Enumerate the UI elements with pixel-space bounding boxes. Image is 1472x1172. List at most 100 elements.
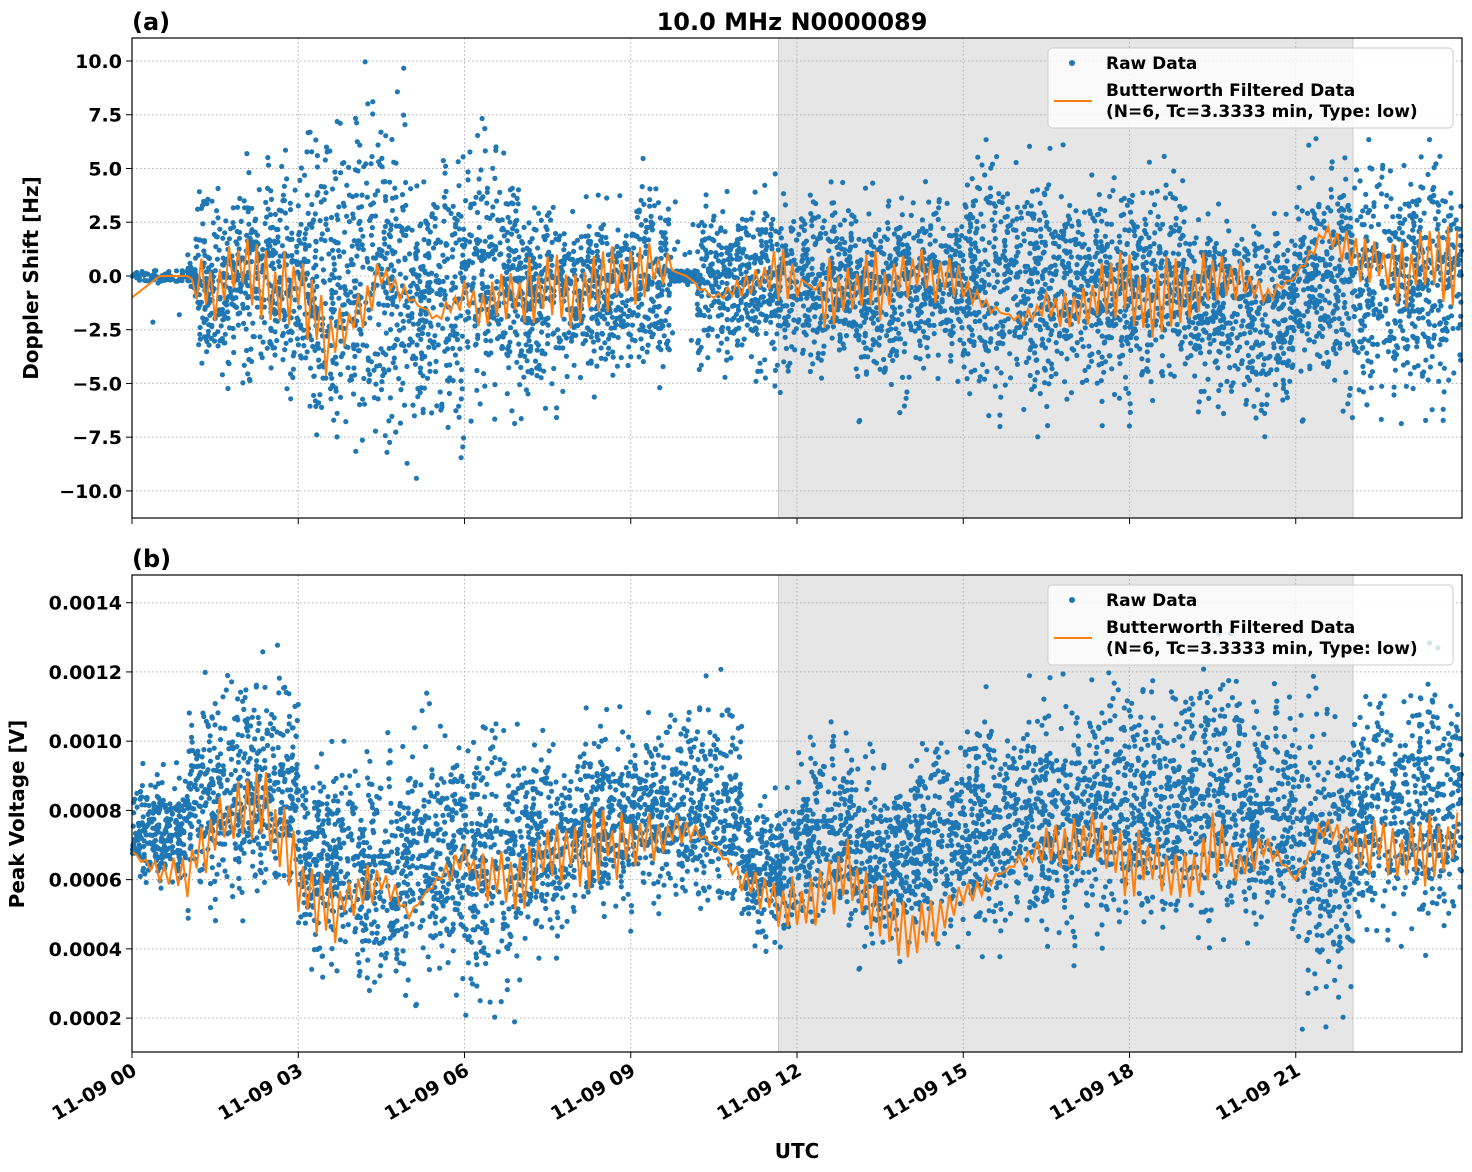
raw-data-point bbox=[895, 234, 901, 240]
raw-data-point bbox=[256, 187, 262, 193]
raw-data-point bbox=[1129, 219, 1135, 225]
raw-data-point bbox=[195, 305, 201, 311]
raw-data-point bbox=[618, 318, 624, 324]
raw-data-point bbox=[1206, 395, 1212, 401]
raw-data-point bbox=[901, 403, 908, 409]
raw-data-point bbox=[351, 365, 357, 371]
raw-data-point bbox=[889, 314, 895, 320]
raw-data-point bbox=[854, 327, 860, 333]
raw-data-point bbox=[778, 235, 785, 241]
raw-data-point bbox=[220, 235, 226, 241]
raw-data-point bbox=[657, 215, 664, 221]
raw-data-point bbox=[1061, 275, 1067, 281]
raw-data-point bbox=[186, 270, 192, 277]
raw-data-point bbox=[1071, 285, 1077, 291]
raw-data-point bbox=[264, 345, 270, 351]
raw-data-point bbox=[1224, 218, 1230, 224]
raw-data-point bbox=[249, 358, 255, 365]
raw-data-point bbox=[816, 303, 823, 309]
raw-data-point bbox=[352, 115, 359, 121]
raw-data-point bbox=[245, 371, 251, 377]
raw-data-point bbox=[1030, 212, 1036, 218]
raw-data-point bbox=[895, 336, 902, 342]
raw-data-point bbox=[1024, 199, 1030, 206]
raw-data-point bbox=[787, 360, 793, 366]
raw-data-point bbox=[836, 347, 843, 353]
raw-data-point bbox=[402, 122, 408, 128]
raw-data-point bbox=[758, 294, 764, 300]
raw-data-point bbox=[1073, 236, 1079, 242]
raw-data-point bbox=[782, 334, 788, 340]
raw-data-point bbox=[277, 275, 283, 281]
raw-data-point bbox=[474, 367, 480, 374]
raw-data-point bbox=[349, 243, 355, 249]
raw-data-point bbox=[450, 203, 456, 209]
raw-data-point bbox=[838, 260, 844, 267]
raw-data-point bbox=[725, 256, 731, 263]
raw-data-point bbox=[270, 252, 276, 258]
raw-data-point bbox=[442, 170, 448, 176]
y-tick-label: 7.5 bbox=[88, 105, 122, 127]
raw-data-point bbox=[314, 273, 320, 280]
raw-data-point bbox=[874, 327, 880, 333]
raw-data-point bbox=[741, 336, 747, 342]
raw-data-point bbox=[1173, 328, 1179, 334]
raw-data-point bbox=[376, 246, 383, 252]
raw-data-point bbox=[440, 158, 446, 164]
raw-data-point bbox=[490, 212, 496, 218]
raw-data-point bbox=[383, 289, 389, 295]
raw-data-point bbox=[536, 362, 542, 368]
raw-data-point bbox=[1158, 260, 1164, 266]
raw-data-point bbox=[1218, 382, 1224, 388]
raw-data-point bbox=[1042, 281, 1048, 287]
raw-data-point bbox=[843, 333, 850, 339]
raw-data-point bbox=[917, 342, 923, 349]
raw-data-point bbox=[662, 217, 669, 223]
raw-data-point bbox=[173, 268, 180, 274]
raw-data-point bbox=[528, 343, 534, 349]
raw-data-point bbox=[536, 263, 542, 269]
raw-data-point bbox=[942, 327, 948, 334]
raw-data-point bbox=[739, 342, 745, 348]
raw-data-point bbox=[742, 225, 748, 231]
raw-data-point bbox=[519, 240, 526, 246]
raw-data-point bbox=[292, 187, 298, 193]
raw-data-point bbox=[994, 154, 1000, 160]
raw-data-point bbox=[217, 226, 223, 232]
raw-data-point bbox=[994, 301, 1000, 307]
raw-data-point bbox=[809, 256, 815, 262]
raw-data-point bbox=[1035, 434, 1041, 440]
raw-data-point bbox=[617, 193, 623, 199]
raw-data-point bbox=[856, 337, 862, 343]
raw-data-point bbox=[1013, 259, 1019, 265]
raw-data-point bbox=[406, 342, 412, 348]
raw-data-point bbox=[736, 325, 742, 331]
raw-data-point bbox=[926, 199, 932, 205]
raw-data-point bbox=[1064, 250, 1070, 256]
raw-data-point bbox=[318, 199, 324, 205]
raw-data-point bbox=[392, 185, 398, 191]
raw-data-point bbox=[412, 361, 418, 367]
raw-data-point bbox=[907, 320, 913, 326]
raw-data-point bbox=[387, 439, 393, 445]
raw-data-point bbox=[996, 331, 1002, 337]
raw-data-point bbox=[695, 350, 701, 356]
raw-data-point bbox=[323, 216, 329, 222]
raw-data-point bbox=[413, 250, 419, 256]
raw-data-point bbox=[564, 373, 570, 380]
raw-data-point bbox=[388, 227, 394, 233]
raw-data-point bbox=[1092, 218, 1098, 224]
raw-data-point bbox=[233, 304, 239, 310]
raw-data-point bbox=[927, 232, 933, 238]
raw-data-point bbox=[484, 214, 490, 220]
raw-data-point bbox=[290, 366, 296, 372]
raw-data-point bbox=[328, 236, 334, 242]
raw-data-point bbox=[313, 137, 319, 143]
raw-data-point bbox=[222, 331, 228, 337]
raw-data-point bbox=[331, 261, 337, 267]
raw-data-point bbox=[516, 341, 522, 347]
raw-data-point bbox=[492, 175, 498, 181]
raw-data-point bbox=[942, 308, 948, 314]
raw-data-point bbox=[335, 216, 341, 223]
raw-data-point bbox=[961, 364, 967, 370]
